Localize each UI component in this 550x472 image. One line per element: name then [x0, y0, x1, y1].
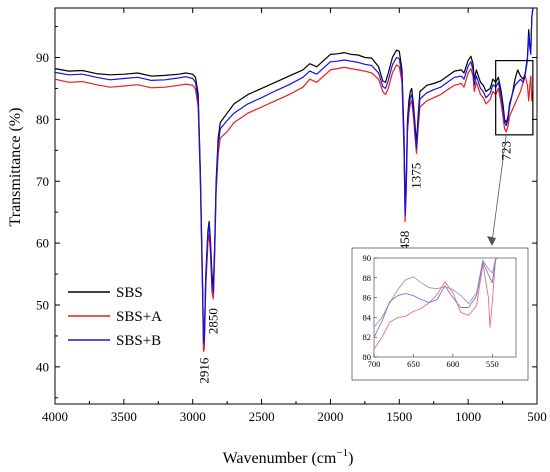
inset-x-tick-label: 550 [486, 359, 499, 369]
inset-y-tick-label: 82 [363, 332, 372, 342]
x-axis-title-close: ) [348, 450, 353, 467]
inset-frame [351, 247, 529, 381]
main-series [54, 7, 534, 352]
inset-y-tick-label: 80 [363, 352, 372, 362]
inset-y-tick-label: 88 [363, 273, 372, 283]
y-tick-label: 60 [36, 236, 49, 251]
x-tick-label: 3500 [111, 409, 137, 424]
inset-y-tick-label: 84 [363, 312, 372, 322]
y-axis-title: Transmittance (%) [7, 108, 24, 227]
inset-x-tick-label: 600 [447, 359, 460, 369]
y-tick-label: 80 [36, 112, 49, 127]
y-tick-label: 90 [36, 50, 49, 65]
x-tick-label: 500 [527, 409, 547, 424]
zoom-arrow-line [491, 134, 507, 243]
inset-y-tick-label: 86 [363, 293, 372, 303]
x-tick-label: 1000 [455, 409, 481, 424]
inset-x-tick-label: 650 [407, 359, 420, 369]
zoom-indicator [351, 59, 534, 381]
y-tick-label: 40 [36, 359, 49, 374]
x-tick-label: 1500 [386, 409, 412, 424]
x-axis-title-superscript: −1 [336, 447, 348, 459]
inset-series-line [373, 257, 498, 338]
legend: SBS SBS+A SBS+B [68, 285, 162, 349]
y-tick-label: 70 [36, 174, 49, 189]
legend-label: SBS [116, 285, 143, 301]
inset-chart: 700 650 600 550 80 82 84 86 88 90 [363, 253, 517, 369]
inset-series-line [373, 257, 498, 328]
inset-series-line [373, 258, 496, 350]
x-tick-label: 3000 [180, 409, 206, 424]
zoom-arrow-head [487, 236, 496, 246]
main-ticks: 4000 3500 3000 2500 2000 1500 1000 500 40 50 60 70 8… [36, 8, 547, 424]
peak-label-2850: 2850 [205, 308, 220, 334]
inset-x-tick-label: 700 [368, 359, 381, 369]
peak-label-723: 723 [498, 141, 513, 161]
y-tick-label: 50 [36, 298, 49, 313]
x-axis-title: Wavenumber (cm−1) [223, 447, 354, 467]
inset-plot-frame [373, 257, 517, 358]
legend-label: SBS+A [116, 309, 162, 325]
x-axis-title-main: Wavenumber (cm [223, 450, 337, 467]
x-tick-label: 4000 [42, 409, 68, 424]
series-line-sbs-b [54, 7, 534, 344]
zoom-box [495, 59, 534, 136]
legend-label: SBS+B [116, 333, 161, 349]
peak-label-2916: 2916 [196, 357, 211, 384]
x-tick-label: 2000 [317, 409, 343, 424]
peak-label-1375: 1375 [409, 163, 424, 189]
x-tick-label: 2500 [249, 409, 275, 424]
inset-y-tick-label: 90 [363, 253, 372, 263]
series-line-sbs-a [54, 64, 534, 352]
